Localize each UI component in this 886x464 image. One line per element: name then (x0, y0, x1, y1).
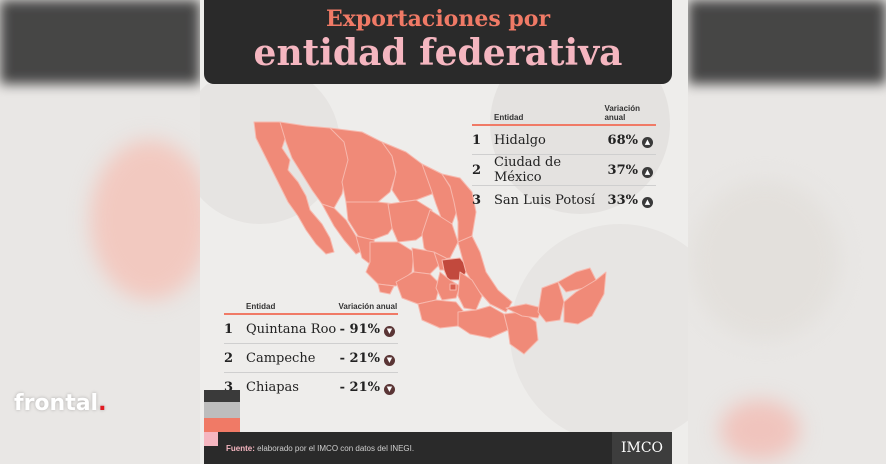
cdmx-state (449, 283, 457, 291)
campeche-state (537, 281, 565, 323)
triangle-down-icon: ▼ (384, 383, 395, 395)
triangle-down-icon: ▼ (384, 325, 395, 337)
source-note: Fuente: elaborado por el IMCO con datos … (226, 444, 415, 453)
legend-swatch-dark (204, 390, 240, 402)
frontal-watermark-logo: frontal. (14, 391, 107, 416)
table-row: 1 Hidalgo 68% ▲ (472, 124, 656, 155)
quintana-roo-state (563, 271, 607, 325)
column-header-entity: Entidad (246, 302, 339, 315)
table-row: 2 Ciudad de México 37% ▲ (472, 154, 656, 186)
chiapas-state (503, 311, 539, 355)
table-header-row: Entidad Variación anual (224, 302, 398, 315)
title-line-2: entidad federativa (253, 32, 623, 74)
background-band-left (0, 0, 200, 84)
oaxaca-state (457, 305, 509, 339)
background-blob (690, 180, 840, 340)
column-header-variation: Variación anual (604, 104, 656, 126)
variation-value: 37% (604, 154, 642, 186)
title-line-1: Exportaciones por (325, 6, 551, 32)
background-band-right (688, 0, 886, 84)
table-row: 2 Campeche - 21% ▼ (224, 343, 398, 373)
footer-bar: Fuente: elaborado por el IMCO con datos … (204, 432, 672, 464)
table-header-row: Entidad Variación anual (472, 104, 656, 126)
entity-name: Hidalgo (494, 124, 605, 155)
column-header-variation: Variación anual (338, 302, 398, 315)
column-header-entity: Entidad (494, 104, 605, 126)
guanajuato-state (411, 247, 441, 275)
triangle-down-icon: ▼ (384, 354, 395, 366)
title-header: Exportaciones por entidad federativa (204, 0, 672, 84)
variation-value: - 21% (338, 372, 384, 401)
mexico-map (253, 121, 607, 355)
entity-name: Quintana Roo (246, 313, 339, 344)
guerrero-state (417, 299, 465, 329)
table-row: 1 Quintana Roo - 91% ▼ (224, 313, 398, 344)
legend-swatch-pink (204, 432, 218, 446)
rank-number: 2 (472, 154, 494, 186)
entity-name: Campeche (246, 343, 339, 373)
variation-value: 33% (604, 185, 642, 214)
triangle-up-icon: ▲ (642, 196, 653, 208)
bottom-states-table: Entidad Variación anual 1 Quintana Roo -… (224, 302, 398, 401)
baja-california-state (253, 121, 335, 255)
entity-name: Chiapas (246, 372, 339, 401)
colima-state (377, 283, 395, 295)
variation-value: 68% (604, 124, 642, 155)
rank-number: 1 (472, 124, 494, 155)
estado-de-mexico-state (435, 271, 461, 301)
variation-value: - 91% (338, 313, 384, 344)
background-blob (90, 140, 210, 300)
rank-number: 2 (224, 343, 246, 373)
legend-swatch-coral (204, 418, 240, 432)
background-blob (720, 400, 800, 460)
durango-state (345, 201, 399, 241)
legend-swatch-gray (204, 402, 240, 418)
infographic-card: Exportaciones por entidad federativa (200, 0, 688, 464)
triangle-up-icon: ▲ (642, 166, 653, 178)
entity-name: San Luis Potosí (494, 185, 605, 214)
entity-name: Ciudad de México (494, 154, 605, 186)
rank-number: 3 (472, 185, 494, 214)
imco-logo: IMCO (612, 432, 672, 464)
table-row: 3 Chiapas - 21% ▼ (224, 372, 398, 401)
top-states-table: Entidad Variación anual 1 Hidalgo 68% ▲ … (472, 104, 656, 214)
triangle-up-icon: ▲ (642, 136, 653, 148)
table-row: 3 San Luis Potosí 33% ▲ (472, 185, 656, 214)
jalisco-state (365, 241, 415, 287)
variation-value: - 21% (338, 343, 384, 373)
rank-number: 1 (224, 313, 246, 344)
